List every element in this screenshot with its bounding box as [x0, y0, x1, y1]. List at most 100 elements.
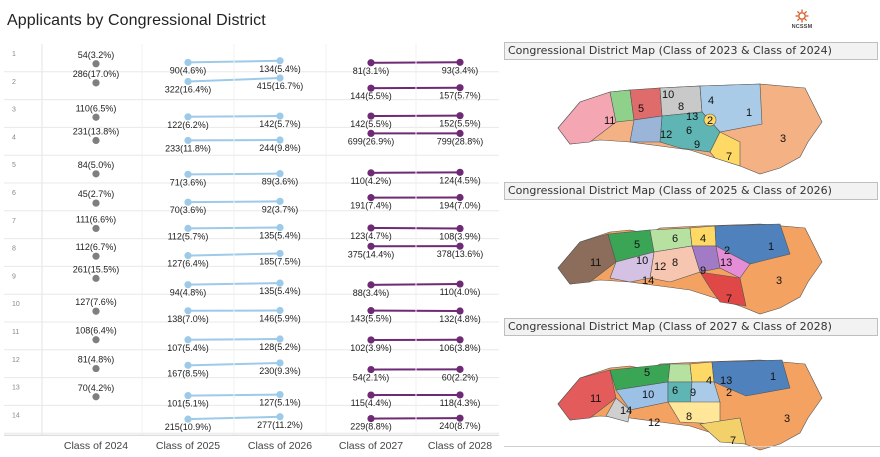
nc-map-2028: 11 5 10 6 9 4 13 1 14 12 8 2 3 7 — [557, 359, 823, 451]
label-2027: 115(4.4%) — [351, 398, 392, 408]
map-label: 7 — [730, 435, 736, 447]
label-2026: 135(5.4%) — [259, 231, 301, 241]
label-2028: 93(3.4%) — [442, 65, 479, 75]
map-label: 14 — [642, 275, 654, 287]
row-label: 7 — [12, 218, 16, 225]
label-2027: 54(2.1%) — [353, 373, 390, 383]
label-2027: 191(7.4%) — [350, 201, 392, 211]
dot-2027 — [367, 336, 375, 344]
dot-2025 — [184, 392, 192, 400]
label-2026: 277(11.2%) — [257, 420, 303, 430]
label-2025: 322(16.4%) — [165, 84, 212, 94]
dot-2024 — [92, 79, 100, 87]
dot-2024 — [92, 60, 100, 68]
row-label: 6 — [12, 190, 16, 197]
row-label: 10 — [12, 301, 20, 308]
label-2026: 127(5.1%) — [259, 398, 301, 408]
map-label: 5 — [638, 103, 644, 115]
dot-2028 — [456, 224, 464, 233]
dot-2026 — [276, 249, 284, 258]
ncssm-logo: NCSSM — [786, 9, 818, 39]
map-label: 12 — [654, 261, 666, 273]
label-2028: 110(4.0%) — [440, 287, 481, 297]
label-2027: 102(3.9%) — [350, 343, 392, 353]
label-2025: 107(5.4%) — [167, 343, 209, 353]
map-label: 9 — [700, 265, 706, 277]
label-2024: 127(7.6%) — [75, 297, 117, 307]
label-2026: 89(3.6%) — [262, 177, 299, 187]
map-panel-2028: Congressional District Map (Class of 202… — [504, 318, 878, 457]
label-2028: 157(5.7%) — [439, 91, 481, 101]
dot-2027 — [367, 129, 375, 137]
dot-2025 — [184, 336, 192, 344]
label-2027: 375(14.4%) — [348, 249, 395, 259]
map-label: 5 — [634, 239, 640, 251]
label-2028: 60(2.2%) — [442, 372, 479, 382]
dot-2027 — [367, 391, 375, 399]
label-2025: 71(3.6%) — [170, 177, 207, 187]
map-title-2028: Congressional District Map (Class of 202… — [504, 318, 878, 336]
dot-2026 — [276, 391, 284, 399]
dot-2026 — [276, 413, 284, 421]
map-label: 5 — [644, 367, 650, 379]
x-axis-tick-label: Class of 2026 — [248, 440, 312, 452]
label-2025: 233(11.8%) — [165, 143, 211, 153]
dot-2027 — [367, 112, 375, 120]
label-2024: 112(6.7%) — [76, 242, 117, 252]
map-labels-2028: 11 5 10 6 9 4 13 1 14 12 8 2 3 7 — [590, 367, 790, 447]
dot-2024 — [92, 393, 100, 401]
dot-2026 — [276, 306, 284, 315]
dot-2026 — [276, 197, 284, 205]
dot-2024 — [92, 136, 100, 145]
map-label: 6 — [672, 233, 678, 245]
nc-map-2026: 11 5 6 4 1 10 12 8 9 13 14 3 7 2 — [557, 223, 823, 315]
dot-2025 — [184, 136, 192, 145]
map-panel-2026: Congressional District Map (Class of 202… — [504, 182, 878, 322]
label-2026: 134(5.4%) — [259, 64, 301, 74]
label-2026: 142(5.7%) — [259, 119, 301, 129]
map-label: 3 — [784, 413, 790, 425]
map-label: 13 — [720, 375, 732, 387]
page-title: Applicants by Congressional District — [7, 12, 266, 29]
label-2024: 70(4.2%) — [78, 383, 115, 393]
dot-2028 — [456, 307, 464, 315]
map-label: 3 — [776, 275, 782, 287]
map-title-2026: Congressional District Map (Class of 202… — [504, 182, 878, 200]
dot-2028 — [456, 129, 464, 137]
label-2025: 90(4.6%) — [170, 65, 207, 75]
dot-2027 — [367, 59, 375, 67]
label-2027: 88(3.4%) — [353, 288, 390, 298]
label-2026: 185(7.5%) — [259, 256, 301, 266]
label-2024: 111(6.6%) — [76, 214, 116, 224]
dot-2026 — [276, 112, 284, 120]
dot-2028 — [456, 242, 464, 250]
x-axis-tick-label: Class of 2024 — [64, 440, 128, 452]
dot-2026 — [276, 57, 284, 65]
dot-2024 — [92, 274, 100, 282]
label-2026: 92(3.7%) — [262, 204, 299, 214]
label-2027: 699(26.9%) — [348, 136, 395, 146]
label-2026: 244(9.8%) — [259, 143, 301, 153]
label-2025: 70(3.6%) — [170, 205, 207, 215]
dot-2024 — [92, 252, 100, 260]
label-2025: 122(6.2%) — [167, 120, 209, 130]
dot-2025 — [184, 252, 192, 260]
dot-2027 — [367, 414, 375, 423]
dot-2025 — [184, 224, 192, 232]
map-label: 9 — [694, 139, 700, 151]
dot-2025 — [184, 170, 192, 178]
dot-2026 — [276, 136, 284, 144]
row-label: 4 — [12, 134, 16, 141]
dot-2027 — [367, 242, 375, 250]
label-2026: 415(16.7%) — [257, 81, 304, 91]
label-2024: 110(6.5%) — [76, 103, 117, 113]
label-2024: 108(6.4%) — [75, 326, 117, 336]
dot-2024 — [92, 199, 100, 207]
logo-icon — [795, 9, 809, 23]
map-label: 10 — [636, 255, 648, 267]
map-label: 6 — [686, 125, 692, 137]
label-2028: 124(4.5%) — [439, 175, 481, 185]
label-2027: 142(5.5%) — [350, 119, 392, 129]
dot-2027 — [367, 84, 375, 92]
label-2024: 54(3.2%) — [78, 50, 115, 60]
